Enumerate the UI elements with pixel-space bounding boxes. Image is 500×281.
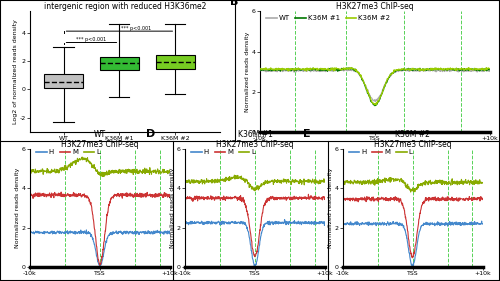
K36M #2 [372,103,378,106]
Bar [100,57,139,70]
K36M #2 [382,83,388,87]
Legend: H, M, L: H, M, L [34,146,103,158]
WT [395,69,401,72]
K36M #2 [366,95,372,98]
Title: K36M #2
H3K27me3 ChIP-seq: K36M #2 H3K27me3 ChIP-seq [374,130,452,149]
Line: K36M #1: K36M #1 [260,68,490,106]
Y-axis label: Normalized reads density: Normalized reads density [328,168,333,248]
Legend: H, M, L: H, M, L [346,146,416,158]
K36M #1 [368,100,374,103]
Text: D: D [146,129,155,139]
K36M #2 [348,66,354,69]
WT [382,81,388,85]
Y-axis label: Normalized reads density: Normalized reads density [170,168,175,248]
K36M #2 [446,67,452,71]
K36M #1 [487,68,493,71]
WT [368,96,374,99]
K36M #1 [482,68,488,71]
Y-axis label: Normalized reads density: Normalized reads density [16,168,20,248]
K36M #1 [372,104,378,107]
K36M #2 [368,98,374,102]
Text: B: B [230,0,238,7]
WT [372,100,378,103]
K36M #1 [366,95,372,99]
Title: K36M #1
H3K27me3 ChIP-seq: K36M #1 H3K27me3 ChIP-seq [216,130,294,149]
Text: *** p<0.001: *** p<0.001 [121,26,152,31]
Bar [156,55,195,69]
WT [257,69,263,72]
K36M #1 [395,69,401,72]
K36M #2 [487,67,493,71]
WT [487,70,493,73]
Title: H3K27me3 ChIP-seq
intergenic region with reduced H3K36me2: H3K27me3 ChIP-seq intergenic region with… [44,0,206,11]
Title: H3K27me3 ChIP-seq: H3K27me3 ChIP-seq [336,2,414,11]
Line: K36M #2: K36M #2 [260,67,490,105]
Title: WT
H3K27me3 ChIP-seq: WT H3K27me3 ChIP-seq [61,130,139,149]
Legend: H, M, L: H, M, L [188,146,258,158]
K36M #1 [345,66,351,69]
K36M #1 [382,83,388,86]
K36M #1 [446,68,452,71]
K36M #2 [482,67,488,70]
Y-axis label: Log2 of normalized reads density: Log2 of normalized reads density [13,19,18,124]
WT [366,94,372,97]
WT [340,67,345,71]
K36M #2 [395,68,401,71]
Text: *** p<0.001: *** p<0.001 [76,37,106,42]
WT [482,69,488,72]
Y-axis label: Normalized reads density: Normalized reads density [246,31,250,112]
K36M #2 [257,67,263,70]
Legend: WT, K36M #1, K36M #2: WT, K36M #1, K36M #2 [264,12,393,24]
K36M #1 [257,67,263,71]
Line: WT: WT [260,69,490,102]
WT [446,70,452,73]
Text: E: E [304,129,311,139]
Bar [44,74,83,88]
